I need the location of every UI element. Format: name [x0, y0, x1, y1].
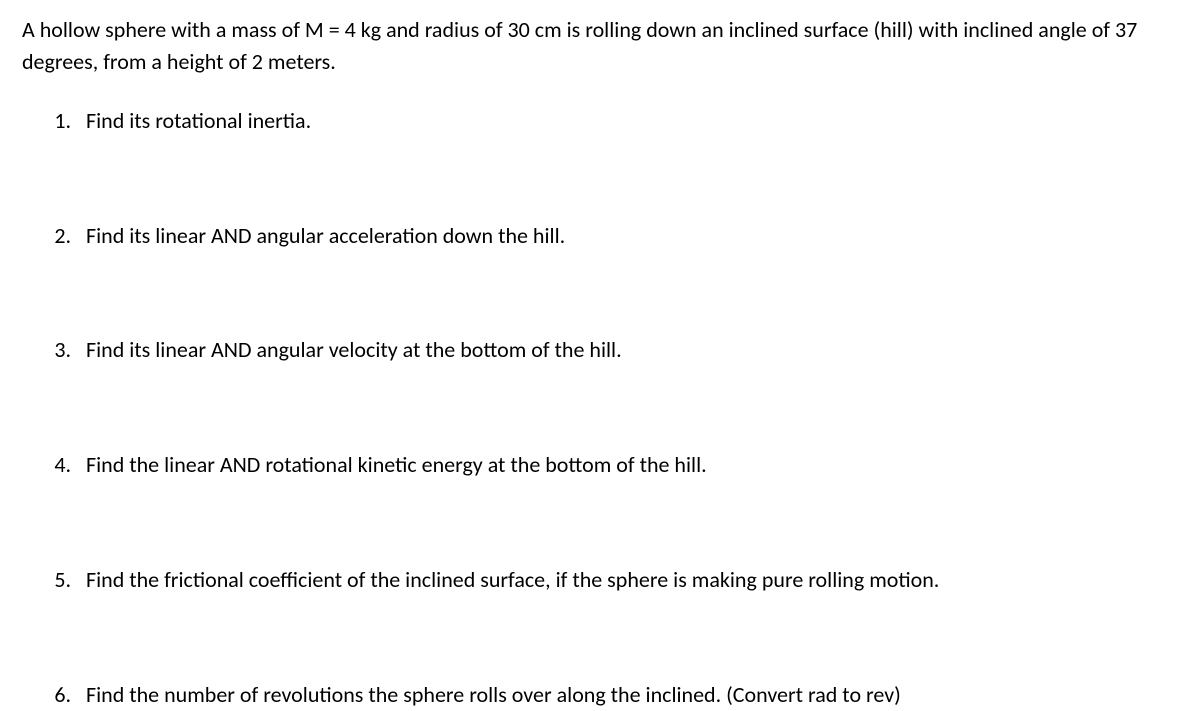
question-list: Find its rotational inertia. Find its li…	[22, 106, 1178, 711]
question-item: Find the number of revolutions the spher…	[76, 680, 1178, 711]
problem-page: A hollow sphere with a mass of M = 4 kg …	[0, 0, 1200, 711]
question-item: Find its rotational inertia.	[76, 106, 1178, 137]
question-item: Find the linear AND rotational kinetic e…	[76, 450, 1178, 481]
problem-intro: A hollow sphere with a mass of M = 4 kg …	[22, 14, 1178, 78]
question-item: Find its linear AND angular velocity at …	[76, 335, 1178, 366]
question-item: Find the frictional coefficient of the i…	[76, 565, 1178, 596]
question-item: Find its linear AND angular acceleration…	[76, 221, 1178, 252]
